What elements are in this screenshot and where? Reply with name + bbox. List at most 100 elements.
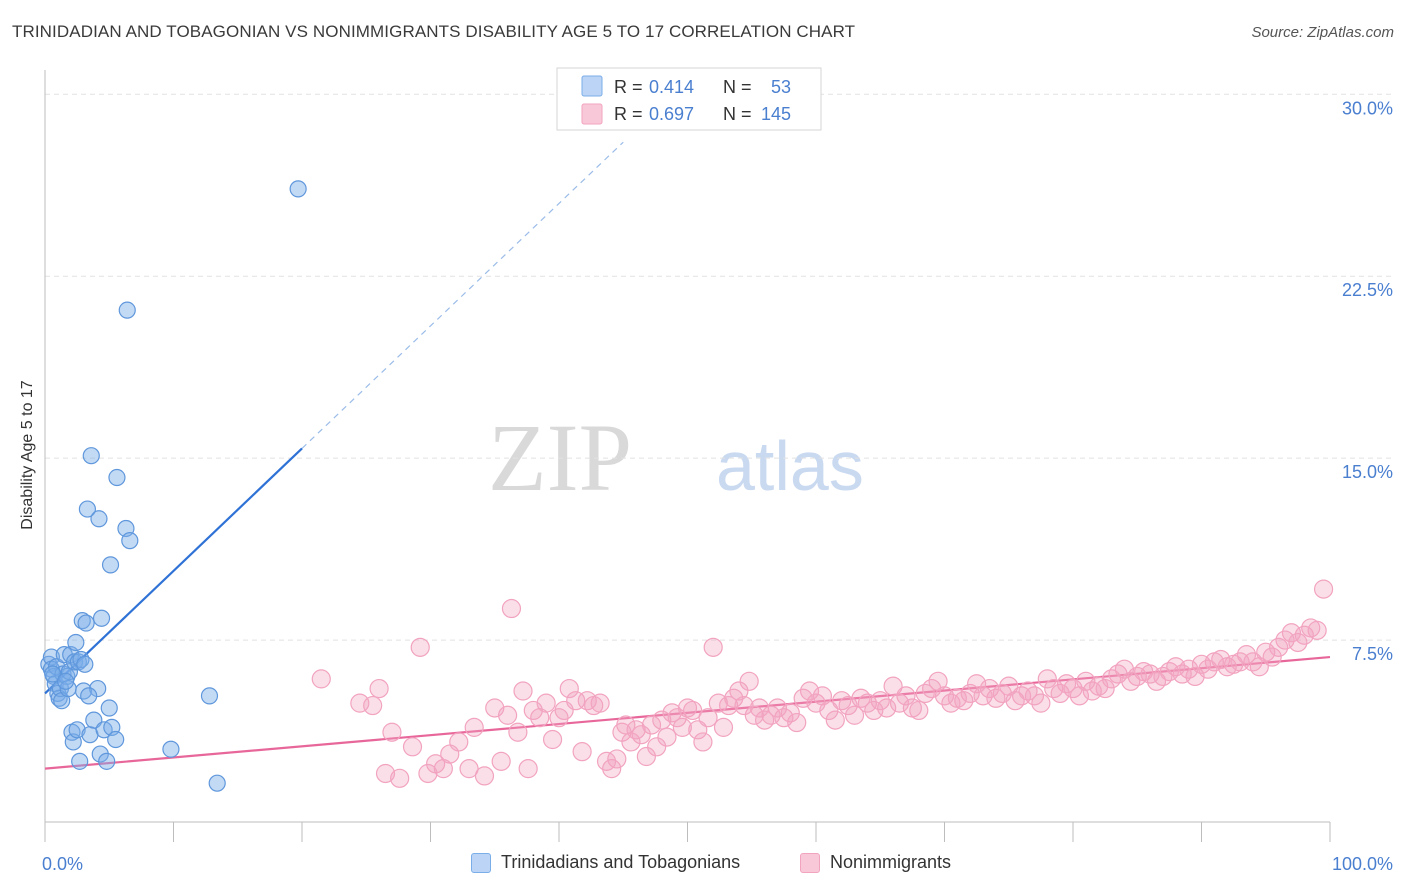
trend-line-trinidadians [44,447,303,695]
point-trinidadians [44,665,62,683]
x-tick-label: 0.0% [42,854,83,874]
point-nonimmigrants [729,681,749,701]
point-nonimmigrants [889,693,910,713]
point-trinidadians [42,648,61,666]
point-nonimmigrants [513,681,533,701]
point-nonimmigrants [896,686,916,706]
point-nonimmigrants [1050,683,1070,704]
point-nonimmigrants [967,674,987,694]
point-nonimmigrants [518,759,538,779]
point-nonimmigrants [536,693,556,713]
point-nonimmigrants [631,725,651,745]
point-nonimmigrants [1211,649,1231,670]
point-trinidadians [121,532,139,550]
legend-item-trinidadians: Trinidadians and Tobagonians [471,852,740,873]
point-trinidadians [71,752,89,770]
point-trinidadians [77,614,95,632]
point-trinidadians [67,633,85,652]
point-nonimmigrants [369,678,389,699]
point-trinidadians [74,682,93,700]
legend-swatch-blue [581,75,603,97]
grid [45,93,1395,641]
point-nonimmigrants [1179,659,1199,679]
point-nonimmigrants [825,710,845,730]
point-nonimmigrants [1037,669,1057,689]
watermark: ZIP atlas [488,404,864,511]
source-label: Source: ZipAtlas.com [1251,24,1394,41]
point-nonimmigrants [607,749,627,769]
point-nonimmigrants [877,698,897,718]
point-nonimmigrants [883,676,903,696]
trend-lines [44,141,1331,770]
point-trinidadians [92,609,111,627]
legend-n-label-2: N = [723,104,752,124]
point-nonimmigrants [909,700,929,721]
bottom-legend: Trinidadians and Tobagonians Nonimmigran… [0,852,1406,878]
point-nonimmigrants [382,722,402,742]
watermark-atlas: atlas [716,427,864,505]
point-nonimmigrants [657,727,677,747]
point-nonimmigrants [375,763,396,784]
point-nonimmigrants [311,669,331,689]
point-nonimmigrants [501,598,522,619]
point-nonimmigrants [787,712,807,733]
trend-line-trinidadians-dashed [301,141,624,449]
point-trinidadians [162,740,180,758]
y-tick-label: 30.0% [1342,98,1393,118]
chart-title: TRINIDADIAN AND TOBAGONIAN VS NONIMMIGRA… [12,22,856,41]
point-nonimmigrants [602,759,622,779]
point-trinidadians [89,679,107,698]
point-nonimmigrants [1076,671,1096,691]
point-nonimmigrants [979,678,1000,699]
point-nonimmigrants [390,768,410,788]
point-nonimmigrants [641,715,662,735]
point-nonimmigrants [793,688,813,708]
point-nonimmigrants [449,732,469,752]
point-nonimmigrants [1288,632,1308,653]
point-nonimmigrants [498,705,518,725]
legend-n-value-1: 53 [771,77,791,97]
legend-swatch-pink [581,103,603,125]
legend-swatch-nonimmigrants [800,852,820,873]
point-nonimmigrants [698,708,718,728]
point-nonimmigrants [1262,647,1282,667]
point-nonimmigrants [542,729,563,750]
point-nonimmigrants [739,671,759,691]
point-nonimmigrants [1198,659,1218,679]
legend-r-value-1: 0.414 [649,77,694,97]
point-nonimmigrants [363,695,383,716]
point-nonimmigrants [1268,637,1289,657]
point-nonimmigrants [713,717,734,737]
point-trinidadians [78,500,97,518]
point-trinidadians [100,699,118,717]
x-tick-labels: 0.0% 100.0% [42,854,1393,874]
y-tick-label: 22.5% [1342,280,1393,300]
point-nonimmigrants [693,732,713,752]
point-trinidadians [68,721,86,739]
point-nonimmigrants [572,742,592,762]
point-trinidadians [82,447,100,465]
watermark-zip: ZIP [488,404,632,511]
point-nonimmigrants [667,708,687,728]
point-trinidadians [107,730,125,749]
point-nonimmigrants [559,678,579,699]
point-nonimmigrants [402,737,423,757]
point-nonimmigrants [491,751,511,771]
legend-label-nonimmigrants: Nonimmigrants [830,852,952,872]
point-trinidadians [76,655,94,673]
point-nonimmigrants [464,717,484,737]
point-nonimmigrants [508,722,528,742]
point-nonimmigrants [1294,625,1314,645]
point-trinidadians [208,774,226,792]
points-nonimmigrants [311,579,1334,788]
point-nonimmigrants [734,695,754,716]
point-nonimmigrants [703,637,723,657]
point-trinidadians [200,687,219,705]
legend-box: R = 0.414 N = 53 R = 0.697 N = 145 [556,67,822,131]
point-nonimmigrants [647,737,667,757]
point-nonimmigrants [1024,686,1045,706]
x-tick-label: 100.0% [1332,854,1393,874]
point-trinidadians [118,301,136,319]
point-nonimmigrants [870,691,890,711]
